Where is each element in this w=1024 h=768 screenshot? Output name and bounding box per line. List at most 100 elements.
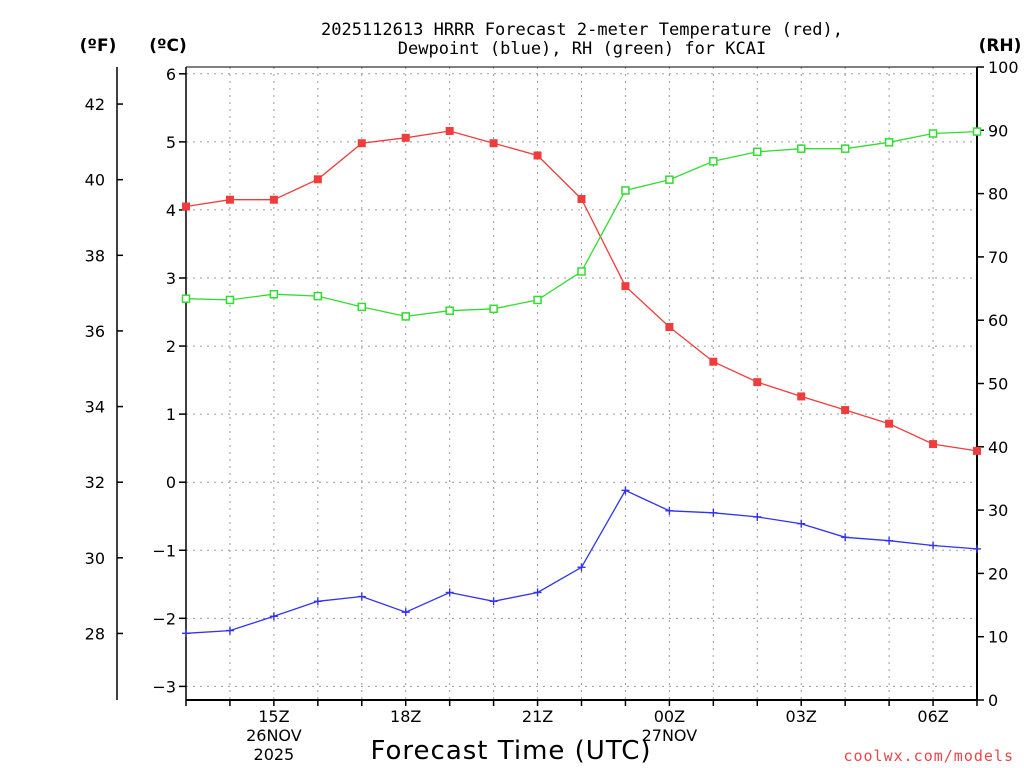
dewpoint-point (709, 508, 718, 517)
x-tick-label: 27NOV (642, 726, 698, 745)
axes-layer: −3−2−10123456283032343638404201020304050… (85, 58, 1019, 764)
temperature-point (753, 378, 762, 387)
celsius-tick-label: 2 (166, 337, 176, 356)
temperature-point (577, 195, 586, 204)
series-line-2-meter-temperature (185, 130, 978, 452)
temperature-point (357, 139, 366, 148)
credit-link[interactable]: coolwx.com/models (843, 747, 1014, 765)
rh-tick-label: 30 (988, 501, 1008, 520)
dewpoint-point (533, 588, 542, 597)
rh-point (269, 289, 279, 299)
celsius-tick-label: 5 (166, 133, 176, 152)
rh-tick-label: 40 (988, 438, 1008, 457)
rh-tick-label: 10 (988, 628, 1008, 647)
dewpoint-point (225, 626, 234, 635)
temperature-point (182, 202, 190, 211)
dewpoint-point (313, 597, 322, 606)
fahrenheit-tick-label: 40 (85, 171, 105, 190)
temperature-point (269, 195, 278, 204)
series-line-dewpoint (185, 489, 978, 634)
rh-point (313, 291, 323, 301)
dewpoint-point (269, 612, 278, 621)
celsius-tick-label: −2 (152, 609, 176, 628)
temperature-point (929, 440, 938, 449)
temperature-point (973, 446, 981, 455)
rh-point (401, 312, 410, 321)
rh-point (665, 175, 674, 184)
temperature-point (225, 195, 234, 204)
celsius-tick-label: 6 (166, 65, 176, 84)
rh-point (884, 138, 894, 147)
x-tick-label: 06Z (917, 707, 948, 726)
fahrenheit-tick-label: 28 (85, 624, 105, 643)
rh-tick-label: 70 (988, 248, 1008, 267)
rh-point (225, 295, 235, 305)
temperature-point (841, 406, 850, 415)
rh-tick-label: 20 (988, 564, 1008, 583)
rh-point (753, 147, 762, 157)
dewpoint-point (577, 563, 586, 572)
x-tick-label: 18Z (390, 707, 421, 726)
x-tick-label: 03Z (786, 707, 817, 726)
rh-point (489, 304, 498, 314)
temperature-point (797, 392, 806, 401)
dewpoint-point (885, 536, 894, 545)
dewpoint-point (973, 544, 981, 553)
dewpoint-point (841, 533, 850, 542)
celsius-unit-label: (ºC) (149, 36, 187, 56)
rh-point (181, 294, 191, 303)
rh-point (796, 144, 806, 153)
dewpoint-point (489, 597, 498, 606)
celsius-tick-label: 1 (166, 405, 176, 424)
fahrenheit-tick-label: 42 (85, 95, 105, 114)
dewpoint-point (401, 608, 410, 617)
temperature-point (489, 139, 498, 148)
temperature-point (401, 133, 410, 142)
celsius-tick-label: −1 (152, 541, 176, 560)
dewpoint-point (357, 592, 366, 601)
rh-point (621, 186, 630, 195)
dewpoint-point (445, 588, 454, 597)
rh-point (357, 302, 367, 312)
temperature-point (709, 357, 718, 366)
rh-tick-label: 90 (988, 121, 1008, 140)
chart-title-line-1: 2025112613 HRRR Forecast 2-meter Tempera… (321, 20, 843, 40)
dewpoint-point (797, 519, 806, 528)
temperature-point (665, 323, 674, 332)
fahrenheit-tick-label: 36 (85, 322, 105, 341)
fahrenheit-tick-label: 32 (85, 473, 105, 492)
celsius-tick-label: 3 (166, 269, 176, 288)
x-axis-label: Forecast Time (UTC) (370, 736, 651, 766)
rh-point (840, 144, 850, 153)
dewpoint-point (929, 541, 938, 550)
rh-tick-label: 80 (988, 185, 1008, 204)
temperature-point (313, 175, 322, 184)
series-layer (181, 126, 982, 638)
x-tick-label: 2025 (254, 745, 295, 764)
temperature-point (885, 419, 894, 428)
rh-point (577, 267, 586, 276)
x-tick-label: 15Z (258, 707, 289, 726)
grid-layer (186, 67, 977, 700)
celsius-tick-label: 4 (166, 201, 176, 220)
x-tick-label: 00Z (654, 707, 685, 726)
fahrenheit-unit-label: (ºF) (80, 36, 117, 56)
rh-point (709, 157, 718, 166)
temperature-point (621, 282, 630, 291)
rh-point (972, 127, 982, 136)
rh-tick-label: 60 (988, 311, 1008, 330)
dewpoint-point (621, 486, 630, 495)
temperature-point (445, 126, 454, 135)
rh-point (445, 306, 454, 315)
dewpoint-point (665, 506, 674, 515)
fahrenheit-tick-label: 34 (85, 398, 105, 417)
rh-point (928, 129, 938, 138)
temperature-point (533, 151, 542, 160)
text-layer: 2025112613 HRRR Forecast 2-meter Tempera… (80, 20, 1022, 766)
fahrenheit-tick-label: 30 (85, 549, 105, 568)
rh-point (533, 295, 542, 305)
x-tick-label: 21Z (522, 707, 553, 726)
celsius-tick-label: 0 (166, 473, 176, 492)
dewpoint-point (753, 512, 762, 521)
rh-tick-label: 50 (988, 375, 1008, 394)
